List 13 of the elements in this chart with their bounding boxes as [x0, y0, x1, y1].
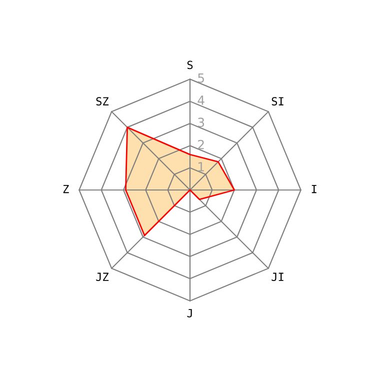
y-tick-label: 1 — [198, 162, 204, 172]
y-tick-label: 2 — [198, 140, 204, 150]
y-tick-label: 5 — [198, 74, 204, 83]
y-tick-label: 3 — [198, 118, 204, 128]
spoke-label: S — [187, 60, 193, 70]
spoke-label: Z — [63, 184, 69, 194]
spoke-label: JI — [272, 272, 284, 282]
spoke-label: SI — [272, 97, 284, 106]
spoke-label: SZ — [96, 97, 109, 106]
spoke-label: JZ — [96, 272, 109, 282]
spoke-label: J — [187, 309, 192, 318]
spoke-label: I — [312, 184, 316, 194]
y-tick-label: 4 — [198, 96, 204, 105]
